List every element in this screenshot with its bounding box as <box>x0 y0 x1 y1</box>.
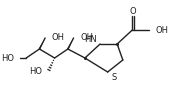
Text: OH: OH <box>52 32 65 41</box>
Text: HO: HO <box>1 53 14 62</box>
Polygon shape <box>39 38 45 49</box>
Polygon shape <box>67 38 74 49</box>
Text: HO: HO <box>29 66 42 76</box>
Text: OH: OH <box>80 32 93 41</box>
Text: HN: HN <box>85 35 97 44</box>
Text: OH: OH <box>156 25 169 35</box>
Text: O: O <box>130 7 137 16</box>
Text: S: S <box>112 73 117 81</box>
